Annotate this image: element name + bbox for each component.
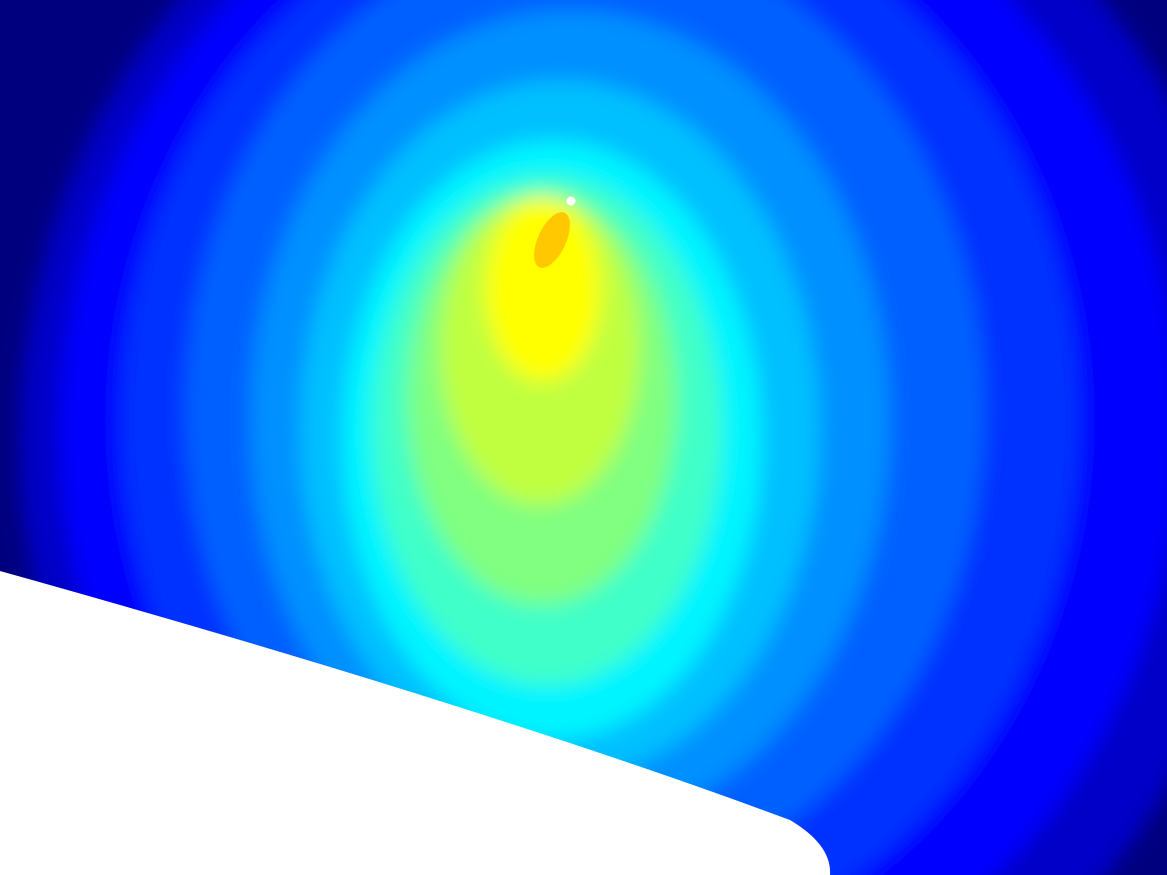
body-outline [0, 571, 831, 875]
contour-bands [20, 0, 1167, 875]
peak-region [534, 212, 570, 268]
contour-band [485, 198, 601, 382]
source-point [566, 196, 576, 206]
